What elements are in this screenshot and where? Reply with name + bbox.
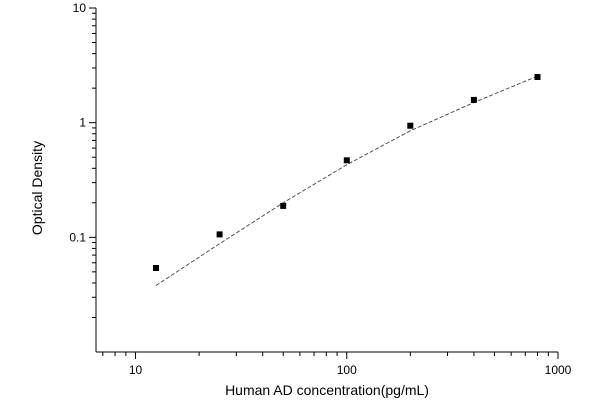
x-tick-label: 10 (129, 363, 143, 377)
data-point (216, 231, 223, 238)
axis-labels-layer: Human AD concentration(pg/mL) Optical De… (29, 141, 429, 398)
y-tick-label: 0.1 (69, 230, 86, 244)
y-tick-label: 10 (73, 1, 87, 15)
data-point (534, 74, 541, 80)
data-point (153, 265, 159, 271)
data-point (343, 157, 350, 164)
data-point (280, 202, 287, 209)
fit-curve-layer (155, 75, 538, 286)
data-point (407, 122, 414, 129)
x-tick-label: 100 (337, 363, 357, 377)
y-tick-label: 1 (79, 116, 86, 130)
axes: 10 100 1000 0.1 1 10 (69, 1, 571, 377)
fit-curve (155, 75, 538, 286)
y-axis-title: Optical Density (29, 141, 45, 235)
data-points-layer (153, 74, 541, 271)
x-axis-title: Human AD concentration(pg/mL) (225, 382, 429, 398)
x-tick-label: 1000 (545, 363, 572, 377)
data-point (470, 96, 477, 103)
